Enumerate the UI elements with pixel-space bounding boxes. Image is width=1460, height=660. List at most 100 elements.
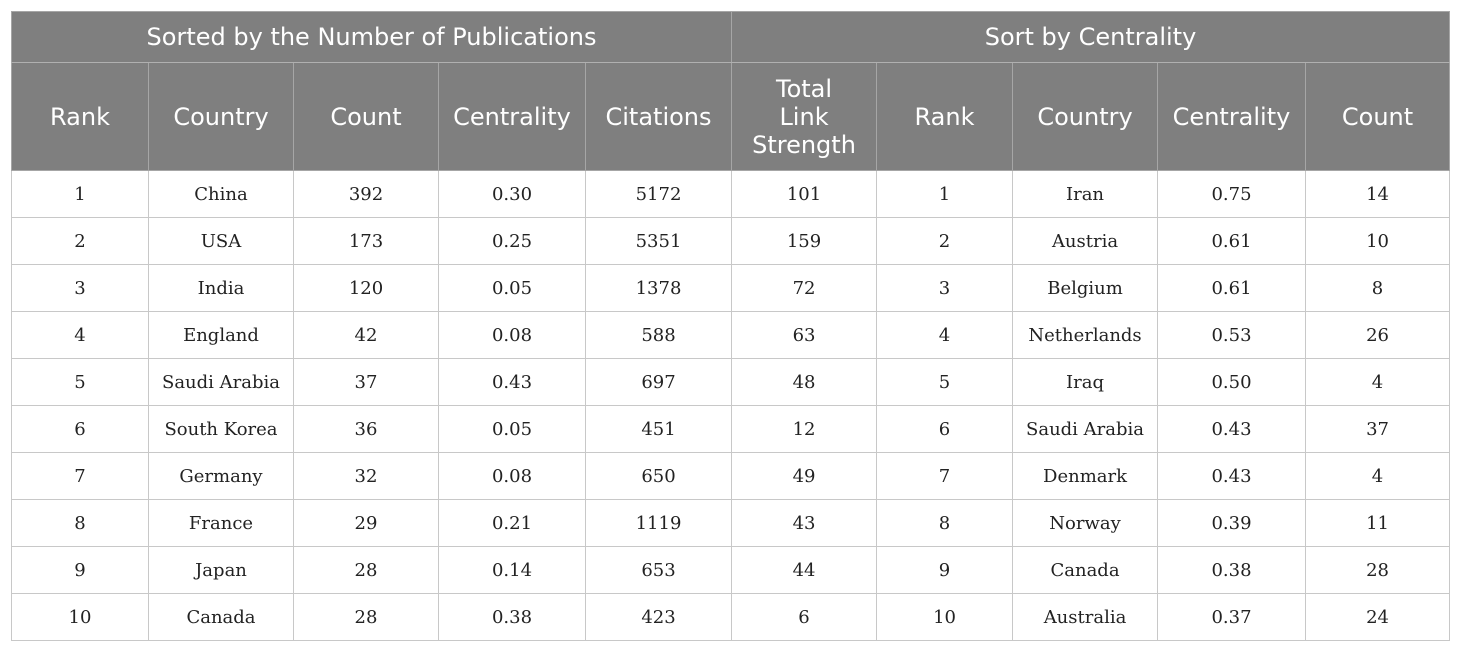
cell-total-link-strength: 44 bbox=[731, 546, 878, 594]
cell-centrality-count: 24 bbox=[1305, 593, 1451, 641]
column-header-centrality-rank: Rank bbox=[876, 62, 1014, 171]
cell-centrality: 0.14 bbox=[438, 546, 586, 594]
cell-centrality-count: 11 bbox=[1305, 499, 1451, 547]
table-row: 10 Canada 28 0.38 423 6 10 Australia 0.37 24 bbox=[11, 593, 1451, 641]
cell-country: India bbox=[148, 264, 294, 312]
cell-centrality-count: 28 bbox=[1305, 546, 1451, 594]
cell-total-link-strength: 48 bbox=[731, 358, 878, 406]
table-row: 1 China 392 0.30 5172 101 1 Iran 0.75 14 bbox=[11, 170, 1451, 218]
cell-centrality-country: Australia bbox=[1012, 593, 1159, 641]
table-body: 1 China 392 0.30 5172 101 1 Iran 0.75 14 2 USA 173 0.… bbox=[11, 170, 1451, 641]
table-row: 7 Germany 32 0.08 650 49 7 Denmark 0.43 4 bbox=[11, 452, 1451, 500]
cell-rank: 2 bbox=[11, 217, 149, 265]
cell-centrality-value: 0.61 bbox=[1157, 217, 1307, 265]
column-header-total-link-strength: Total Link Strength bbox=[731, 62, 878, 171]
cell-centrality-count: 37 bbox=[1305, 405, 1451, 453]
column-header-country: Country bbox=[148, 62, 294, 171]
cell-rank: 1 bbox=[11, 170, 149, 218]
cell-total-link-strength: 49 bbox=[731, 452, 878, 500]
cell-country: Canada bbox=[148, 593, 294, 641]
cell-country: Saudi Arabia bbox=[148, 358, 294, 406]
cell-centrality-value: 0.43 bbox=[1157, 452, 1307, 500]
cell-centrality-country: Belgium bbox=[1012, 264, 1159, 312]
cell-centrality-country: Iraq bbox=[1012, 358, 1159, 406]
cell-country: England bbox=[148, 311, 294, 359]
cell-centrality: 0.08 bbox=[438, 452, 586, 500]
cell-centrality-value: 0.53 bbox=[1157, 311, 1307, 359]
cell-citations: 1119 bbox=[584, 499, 733, 547]
column-header-centrality-value: Centrality bbox=[1157, 62, 1307, 171]
table-row: 8 France 29 0.21 1119 43 8 Norway 0.39 11 bbox=[11, 499, 1451, 547]
cell-citations: 451 bbox=[584, 405, 733, 453]
column-header-centrality: Centrality bbox=[438, 62, 586, 171]
cell-centrality-rank: 1 bbox=[876, 170, 1014, 218]
cell-total-link-strength: 12 bbox=[731, 405, 878, 453]
cell-rank: 4 bbox=[11, 311, 149, 359]
cell-centrality-value: 0.50 bbox=[1157, 358, 1307, 406]
table-row: 6 South Korea 36 0.05 451 12 6 Saudi Arabia 0.43… bbox=[11, 405, 1451, 453]
cell-count: 36 bbox=[293, 405, 439, 453]
cell-country: Japan bbox=[148, 546, 294, 594]
cell-rank: 5 bbox=[11, 358, 149, 406]
cell-centrality: 0.05 bbox=[438, 405, 586, 453]
cell-total-link-strength: 43 bbox=[731, 499, 878, 547]
table-row: 3 India 120 0.05 1378 72 3 Belgium 0.61 8 bbox=[11, 264, 1451, 312]
group-header-centrality: Sort by Centrality bbox=[731, 11, 1451, 63]
cell-centrality-rank: 5 bbox=[876, 358, 1014, 406]
group-header-row: Sorted by the Number of Publications Sor… bbox=[10, 11, 1451, 63]
table-row: 2 USA 173 0.25 5351 159 2 Austria 0.61 10 bbox=[11, 217, 1451, 265]
cell-centrality-count: 10 bbox=[1305, 217, 1451, 265]
table-row: 5 Saudi Arabia 37 0.43 697 48 5 Iraq 0.50 4 bbox=[11, 358, 1451, 406]
cell-centrality-country: Iran bbox=[1012, 170, 1159, 218]
cell-centrality: 0.08 bbox=[438, 311, 586, 359]
cell-total-link-strength: 6 bbox=[731, 593, 878, 641]
cell-country: South Korea bbox=[148, 405, 294, 453]
column-header-count: Count bbox=[293, 62, 439, 171]
cell-total-link-strength: 72 bbox=[731, 264, 878, 312]
table-header: Sorted by the Number of Publications Sor… bbox=[10, 11, 1451, 171]
cell-centrality-rank: 3 bbox=[876, 264, 1014, 312]
cell-centrality: 0.05 bbox=[438, 264, 586, 312]
cell-centrality-count: 4 bbox=[1305, 452, 1451, 500]
cell-country: Germany bbox=[148, 452, 294, 500]
cell-count: 28 bbox=[293, 546, 439, 594]
cell-rank: 9 bbox=[11, 546, 149, 594]
column-header-rank: Rank bbox=[11, 62, 149, 171]
cell-centrality-rank: 8 bbox=[876, 499, 1014, 547]
cell-count: 37 bbox=[293, 358, 439, 406]
cell-centrality-country: Austria bbox=[1012, 217, 1159, 265]
cell-centrality-count: 14 bbox=[1305, 170, 1451, 218]
cell-centrality-value: 0.37 bbox=[1157, 593, 1307, 641]
cell-citations: 5351 bbox=[584, 217, 733, 265]
cell-centrality-country: Saudi Arabia bbox=[1012, 405, 1159, 453]
cell-count: 29 bbox=[293, 499, 439, 547]
country-ranking-table-container: Sorted by the Number of Publications Sor… bbox=[10, 11, 1451, 641]
cell-centrality-country: Canada bbox=[1012, 546, 1159, 594]
group-header-publications: Sorted by the Number of Publications bbox=[10, 11, 733, 63]
cell-citations: 5172 bbox=[584, 170, 733, 218]
cell-centrality-rank: 7 bbox=[876, 452, 1014, 500]
table-row: 9 Japan 28 0.14 653 44 9 Canada 0.38 28 bbox=[11, 546, 1451, 594]
country-ranking-table: Sorted by the Number of Publications Sor… bbox=[10, 11, 1451, 641]
cell-country: France bbox=[148, 499, 294, 547]
cell-count: 120 bbox=[293, 264, 439, 312]
cell-citations: 423 bbox=[584, 593, 733, 641]
cell-count: 32 bbox=[293, 452, 439, 500]
cell-citations: 1378 bbox=[584, 264, 733, 312]
cell-rank: 3 bbox=[11, 264, 149, 312]
cell-count: 42 bbox=[293, 311, 439, 359]
cell-total-link-strength: 159 bbox=[731, 217, 878, 265]
cell-centrality-rank: 4 bbox=[876, 311, 1014, 359]
cell-centrality-country: Denmark bbox=[1012, 452, 1159, 500]
cell-total-link-strength: 101 bbox=[731, 170, 878, 218]
cell-centrality-rank: 6 bbox=[876, 405, 1014, 453]
cell-centrality-value: 0.43 bbox=[1157, 405, 1307, 453]
column-header-centrality-country: Country bbox=[1012, 62, 1159, 171]
cell-citations: 588 bbox=[584, 311, 733, 359]
cell-count: 173 bbox=[293, 217, 439, 265]
cell-centrality: 0.30 bbox=[438, 170, 586, 218]
cell-rank: 7 bbox=[11, 452, 149, 500]
cell-centrality-rank: 9 bbox=[876, 546, 1014, 594]
cell-centrality: 0.21 bbox=[438, 499, 586, 547]
cell-centrality-value: 0.39 bbox=[1157, 499, 1307, 547]
